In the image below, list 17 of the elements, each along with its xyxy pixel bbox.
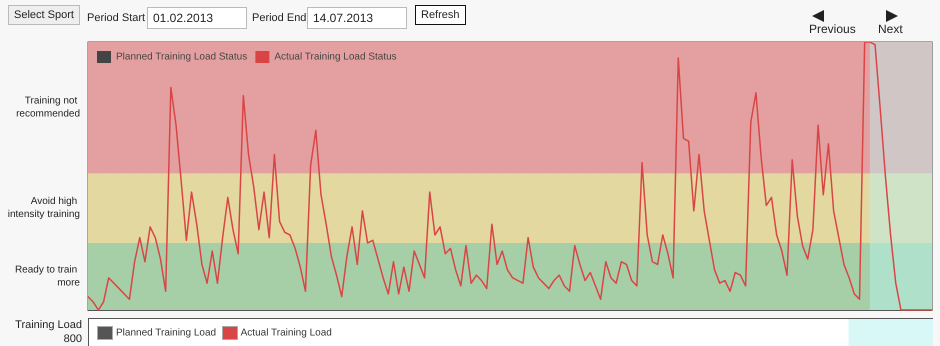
text: 01.02.2013	[147, 7, 247, 29]
text: 14.07.2013	[307, 7, 407, 29]
text: Training Load	[15, 319, 82, 331]
band-label: Training not recommended	[16, 96, 80, 120]
text: Refresh	[415, 5, 466, 25]
band-label: Avoid high intensity training	[8, 196, 80, 220]
text: Period Start	[87, 12, 146, 24]
text: Planned Training Load	[116, 328, 216, 339]
text: Previous	[809, 22, 856, 36]
text: 800	[64, 333, 82, 345]
text: Next	[878, 22, 903, 36]
legend-label: Planned Training Load Status	[116, 52, 248, 62]
text: Actual Training Load	[240, 328, 332, 339]
legend-label: Actual Training Load Status	[274, 52, 397, 62]
text: Select Sport	[8, 5, 80, 25]
text: Period End	[252, 12, 306, 24]
band-label: Ready to train more	[14, 264, 80, 288]
